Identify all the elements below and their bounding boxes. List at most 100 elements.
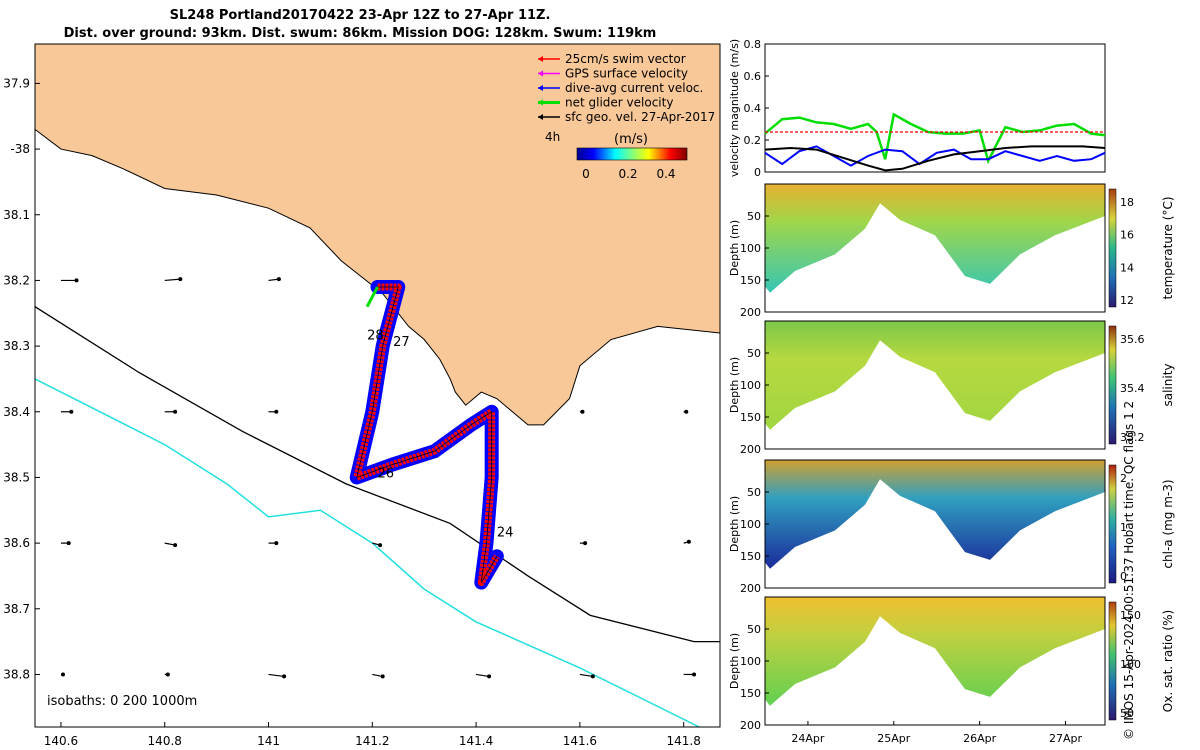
y-tick-label: -38 (10, 142, 30, 156)
geo-vector-head (684, 409, 689, 414)
geo-vector-head (61, 672, 66, 677)
geo-vector-head (165, 672, 170, 677)
profile-y-tick-label: 50 (747, 210, 761, 223)
x-tick-label: 141.4 (459, 734, 493, 748)
geo-vector-head (66, 541, 71, 546)
imos-credit: © IMOS 15-Apr-2024 00:51:37 Hobart time.… (1122, 400, 1136, 740)
geo-vector-head (590, 674, 595, 679)
y-tick-label: 38.5 (3, 470, 30, 484)
track-day-label: 28 (367, 329, 384, 344)
title-line-2: Dist. over ground: 93km. Dist. swum: 86k… (63, 26, 657, 41)
profile-colorbar-tick: 150 (1120, 609, 1141, 622)
profile-colorbar-tick: 35.4 (1120, 382, 1145, 395)
profile-y-tick-label: 150 (740, 411, 761, 424)
profile-y-tick-label: 200 (740, 719, 761, 732)
glider-track (356, 286, 498, 583)
y-tick-label: 38.2 (3, 273, 30, 287)
y-tick-label: 38.7 (3, 602, 30, 616)
profile-y-tick-label: 100 (740, 518, 761, 531)
profile-colorbar (1108, 601, 1117, 721)
legend-entry: net glider velocity (565, 96, 673, 110)
x-tick-label: 141.6 (563, 734, 597, 748)
profile-colorbar-label: temperature (°C) (1161, 197, 1175, 300)
profile-x-tick-label: 26Apr (963, 732, 997, 745)
track-day-label: 27 (393, 335, 410, 350)
isobath-200m (35, 306, 720, 643)
profile-y-tick-label: 50 (747, 347, 761, 360)
profile-data-area (765, 597, 1105, 706)
profile-y-tick-label: 100 (740, 242, 761, 255)
profile-colorbar (1108, 188, 1117, 308)
legend-entry: dive-avg current veloc. (565, 81, 703, 95)
track-day-label: 26 (378, 466, 395, 481)
y-tick-label: 38.4 (3, 405, 30, 419)
profile-colorbar-tick: 1 (1120, 521, 1127, 534)
profile-y-tick-label: 150 (740, 687, 761, 700)
speed-colorbar (576, 147, 688, 161)
y-tick-label: 38.8 (3, 667, 30, 681)
profile-y-tick-label: 50 (747, 486, 761, 499)
profile-colorbar-label: chl-a (mg m-3) (1161, 479, 1175, 568)
map-axes-box (34, 43, 721, 728)
profile-ylabel: Depth (m) (728, 496, 741, 552)
profile-colorbar (1108, 325, 1117, 445)
isobath-1000m (35, 378, 700, 727)
profile-x-tick-label: 24Apr (791, 732, 825, 745)
title-line-1: SL248 Portland20170422 23-Apr 12Z to 27-… (169, 8, 551, 23)
geo-vector-head (580, 409, 585, 414)
geo-vector-head (378, 543, 383, 548)
profile-y-tick-label: 150 (740, 274, 761, 287)
geo-vector-head (173, 409, 178, 414)
velocity-series-line (764, 145, 1106, 167)
profile-data-area (765, 184, 1105, 293)
velocity-series-line (764, 112, 1106, 165)
profile-colorbar-label: salinity (1161, 363, 1175, 406)
profile-y-tick-label: 100 (740, 379, 761, 392)
profile-colorbar (1108, 464, 1117, 584)
geo-vector (268, 673, 285, 678)
legend-arrow (538, 85, 543, 91)
geo-vector (164, 278, 181, 282)
y-tick-label: 38.1 (3, 208, 30, 222)
legend-entry: GPS surface velocity (565, 67, 688, 81)
profile-colorbar-tick: 100 (1120, 658, 1141, 671)
profile-x-tick-label: 25Apr (877, 732, 911, 745)
profile-y-tick-label: 200 (740, 306, 761, 319)
geo-vector (476, 673, 490, 678)
profile-colorbar-tick: 0 (1120, 570, 1127, 583)
geo-vector-head (380, 674, 385, 679)
profile-y-tick-label: 150 (740, 550, 761, 563)
land-area (35, 44, 720, 426)
y-tick-label: 38.6 (3, 536, 30, 550)
geo-vector-head (173, 543, 178, 548)
geo-vector-head (583, 541, 588, 546)
x-tick-label: 140.8 (148, 734, 182, 748)
legend-arrow (538, 70, 543, 77)
colorbar-title: (m/s) (614, 132, 648, 147)
profile-ylabel: Depth (m) (728, 633, 741, 689)
colorbar-tick: 0 (582, 167, 590, 181)
geo-vector (579, 673, 593, 678)
profile-colorbar-tick: 18 (1120, 196, 1134, 209)
x-tick-label: 140.6 (44, 734, 78, 748)
map-chart: 28 27 26 24 isobaths: 0 200 1000m 140.6 140.8 1… (3, 43, 721, 748)
profile-x-tick-label: 27Apr (1049, 732, 1083, 745)
velocity-y-tick-label: 0.8 (744, 38, 762, 51)
profile-colorbar-tick: 2 (1120, 472, 1127, 485)
velocity-y-tick-label: 0.2 (744, 134, 762, 147)
net-velocity-marker (365, 286, 379, 308)
profile-ylabel: Depth (m) (728, 357, 741, 413)
geo-vector-head (282, 674, 287, 679)
profile-data-area (765, 321, 1105, 430)
profile-y-tick-label: 100 (740, 655, 761, 668)
colorbar-tick: 0.2 (618, 167, 637, 181)
profile-colorbar-tick: 35.2 (1120, 431, 1145, 444)
profile-y-tick-label: 50 (747, 623, 761, 636)
velocity-ylabel: velocity magnitude (m/s) (728, 39, 741, 177)
geo-vector-head (276, 277, 281, 282)
geo-vector-head (487, 674, 492, 679)
geo-vector-head (686, 539, 691, 544)
profile-colorbar-tick: 16 (1120, 229, 1134, 242)
geo-vector-head (274, 541, 279, 546)
y-tick-label: 37.9 (3, 76, 30, 90)
